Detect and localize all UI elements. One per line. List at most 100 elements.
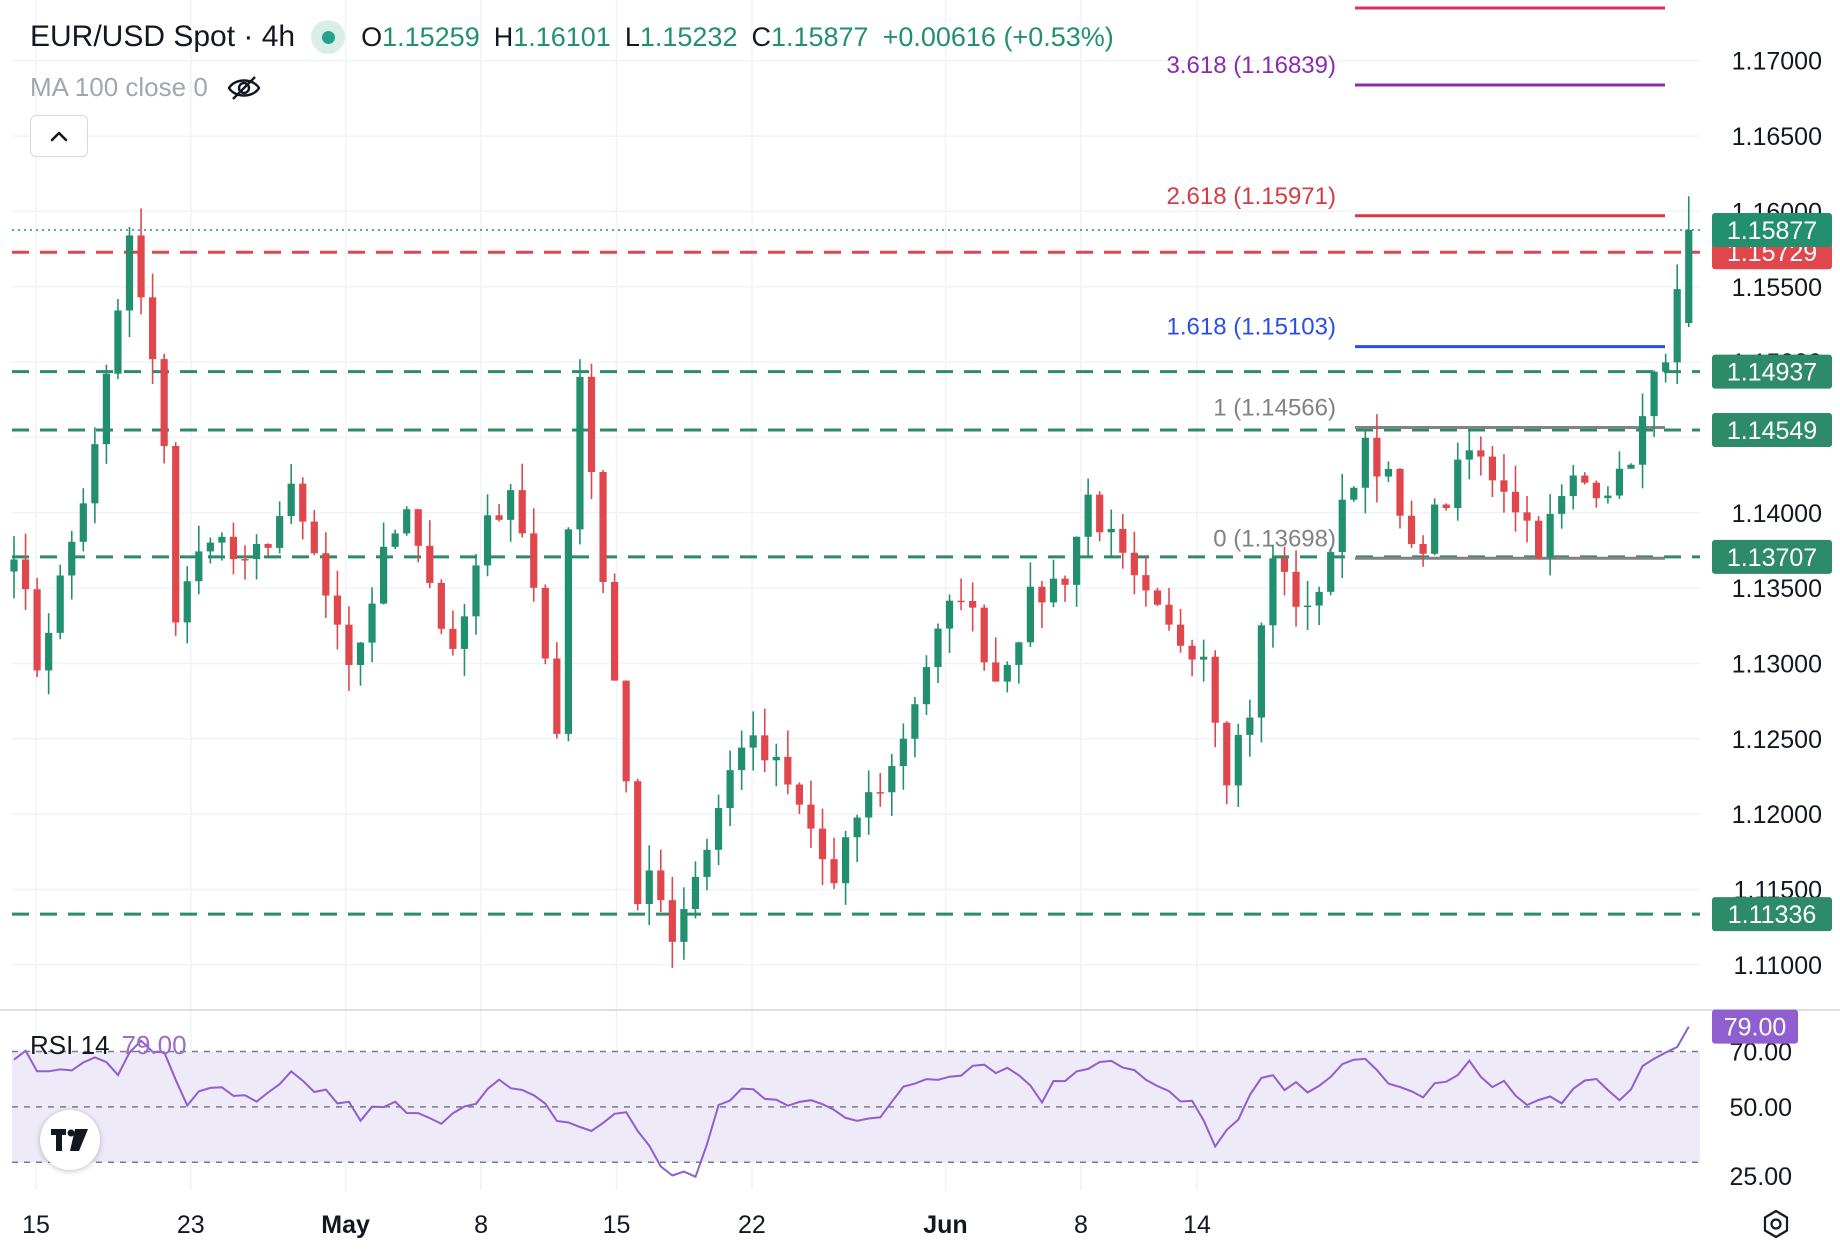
candle-body xyxy=(1662,362,1670,372)
candle-body xyxy=(1592,482,1600,499)
candle-body xyxy=(703,849,711,877)
candle-body xyxy=(888,766,896,793)
close-value: 1.15877 xyxy=(770,21,869,52)
high-label: H xyxy=(493,21,514,52)
fib-label: 1 (1.14566) xyxy=(1213,394,1336,421)
candle-body xyxy=(1685,229,1693,324)
candle-body xyxy=(980,607,988,663)
price-tick-label: 1.17000 xyxy=(1732,48,1822,76)
time-tick-label: 15 xyxy=(22,1211,50,1239)
candle-body xyxy=(287,483,295,517)
low-label: L xyxy=(624,21,640,52)
open-label: O xyxy=(361,21,383,52)
candle-body xyxy=(264,544,272,548)
tradingview-logo[interactable] xyxy=(40,1110,100,1170)
price-tick-label: 1.14000 xyxy=(1732,500,1822,528)
candle-body xyxy=(1581,475,1589,483)
candle-body xyxy=(1638,416,1647,465)
candle-body xyxy=(483,515,492,566)
candle-body xyxy=(576,376,584,530)
candle-body xyxy=(414,509,422,546)
candle-body xyxy=(599,472,607,582)
collapse-legend-button[interactable] xyxy=(30,115,88,157)
candle-body xyxy=(645,870,653,905)
candle-body xyxy=(992,662,1000,682)
candle-body xyxy=(541,587,549,659)
rsi-value-tag-text: 79.00 xyxy=(1724,1014,1787,1042)
candles xyxy=(10,196,1693,968)
candle-body xyxy=(1361,437,1369,488)
candle-body xyxy=(761,735,769,761)
rsi-legend[interactable]: RSI 14 79.00 xyxy=(30,1030,187,1061)
settings-gear-icon[interactable] xyxy=(1760,1208,1792,1240)
candle-body xyxy=(345,624,353,665)
candle-body xyxy=(818,828,827,860)
candle-body xyxy=(252,544,261,560)
level-tag-support-text: 1.14937 xyxy=(1727,359,1817,387)
candle-body xyxy=(634,781,642,905)
candle-body xyxy=(1188,645,1196,660)
candle-body xyxy=(1384,468,1393,477)
candle-body xyxy=(68,541,76,576)
candle-body xyxy=(1373,437,1381,477)
candle-body xyxy=(160,359,168,446)
candle-body xyxy=(587,376,596,473)
candle-body xyxy=(356,642,365,665)
candle-body xyxy=(1477,450,1485,457)
candle-body xyxy=(911,704,919,739)
candle-body xyxy=(1003,664,1011,682)
rsi-line xyxy=(13,1026,1690,1179)
candle-body xyxy=(1673,289,1681,363)
candle-body xyxy=(380,546,388,604)
market-status-icon[interactable] xyxy=(311,20,346,54)
candle-body xyxy=(1442,504,1450,509)
candle-body xyxy=(680,909,688,942)
level-tag-support-bg xyxy=(1712,413,1832,448)
candle-body xyxy=(1292,571,1300,607)
rsi-legend-value: 79.00 xyxy=(121,1030,187,1060)
candle-body xyxy=(79,503,87,542)
candle-body xyxy=(1084,494,1092,537)
grid-lines xyxy=(12,0,1700,1190)
candle-body xyxy=(899,738,907,767)
candle-body xyxy=(876,792,884,794)
candle-body xyxy=(206,542,214,552)
candle-body xyxy=(1176,624,1185,646)
candle-body xyxy=(1257,625,1265,718)
ohlc-values: O1.15259 H1.16101 L1.15232 C1.15877 +0.0… xyxy=(361,22,1114,53)
candle-body xyxy=(553,658,561,734)
fib-label: 1.618 (1.15103) xyxy=(1167,314,1336,341)
candle-body xyxy=(772,756,780,761)
candle-body xyxy=(10,559,18,572)
candle-body xyxy=(830,859,838,884)
candle-body xyxy=(795,784,803,805)
candle-body xyxy=(1269,558,1277,626)
candle-body xyxy=(437,582,445,629)
candle-body xyxy=(1096,494,1104,533)
candle-body xyxy=(1246,717,1254,735)
rsi-label: RSI 14 xyxy=(30,1030,110,1060)
open-value: 1.15259 xyxy=(382,21,480,52)
candle-body xyxy=(1396,468,1404,516)
candle-body xyxy=(299,483,307,522)
candle-body xyxy=(1488,456,1496,481)
candle-body xyxy=(1511,491,1520,513)
price-tick-label: 1.12500 xyxy=(1732,726,1822,754)
symbol-title[interactable]: EUR/USD Spot · 4h xyxy=(30,20,296,53)
candle-body xyxy=(21,559,30,590)
candle-body xyxy=(1073,536,1081,585)
level-tag-support-bg xyxy=(1712,354,1832,389)
level-tag-support-text: 1.14549 xyxy=(1727,417,1817,445)
level-tag-support: 1.14549 xyxy=(1712,413,1832,448)
eye-hidden-icon[interactable] xyxy=(226,74,262,102)
time-tick-label: 8 xyxy=(474,1211,488,1239)
candle-body xyxy=(1315,591,1323,606)
chevron-up-icon xyxy=(50,131,68,142)
ma-legend[interactable]: MA 100 close 0 xyxy=(30,72,262,103)
candle-body xyxy=(391,533,399,547)
candle-body xyxy=(1569,475,1577,497)
candle-body xyxy=(507,490,515,520)
time-tick-label: 8 xyxy=(1074,1211,1088,1239)
candle-body xyxy=(1107,528,1115,533)
